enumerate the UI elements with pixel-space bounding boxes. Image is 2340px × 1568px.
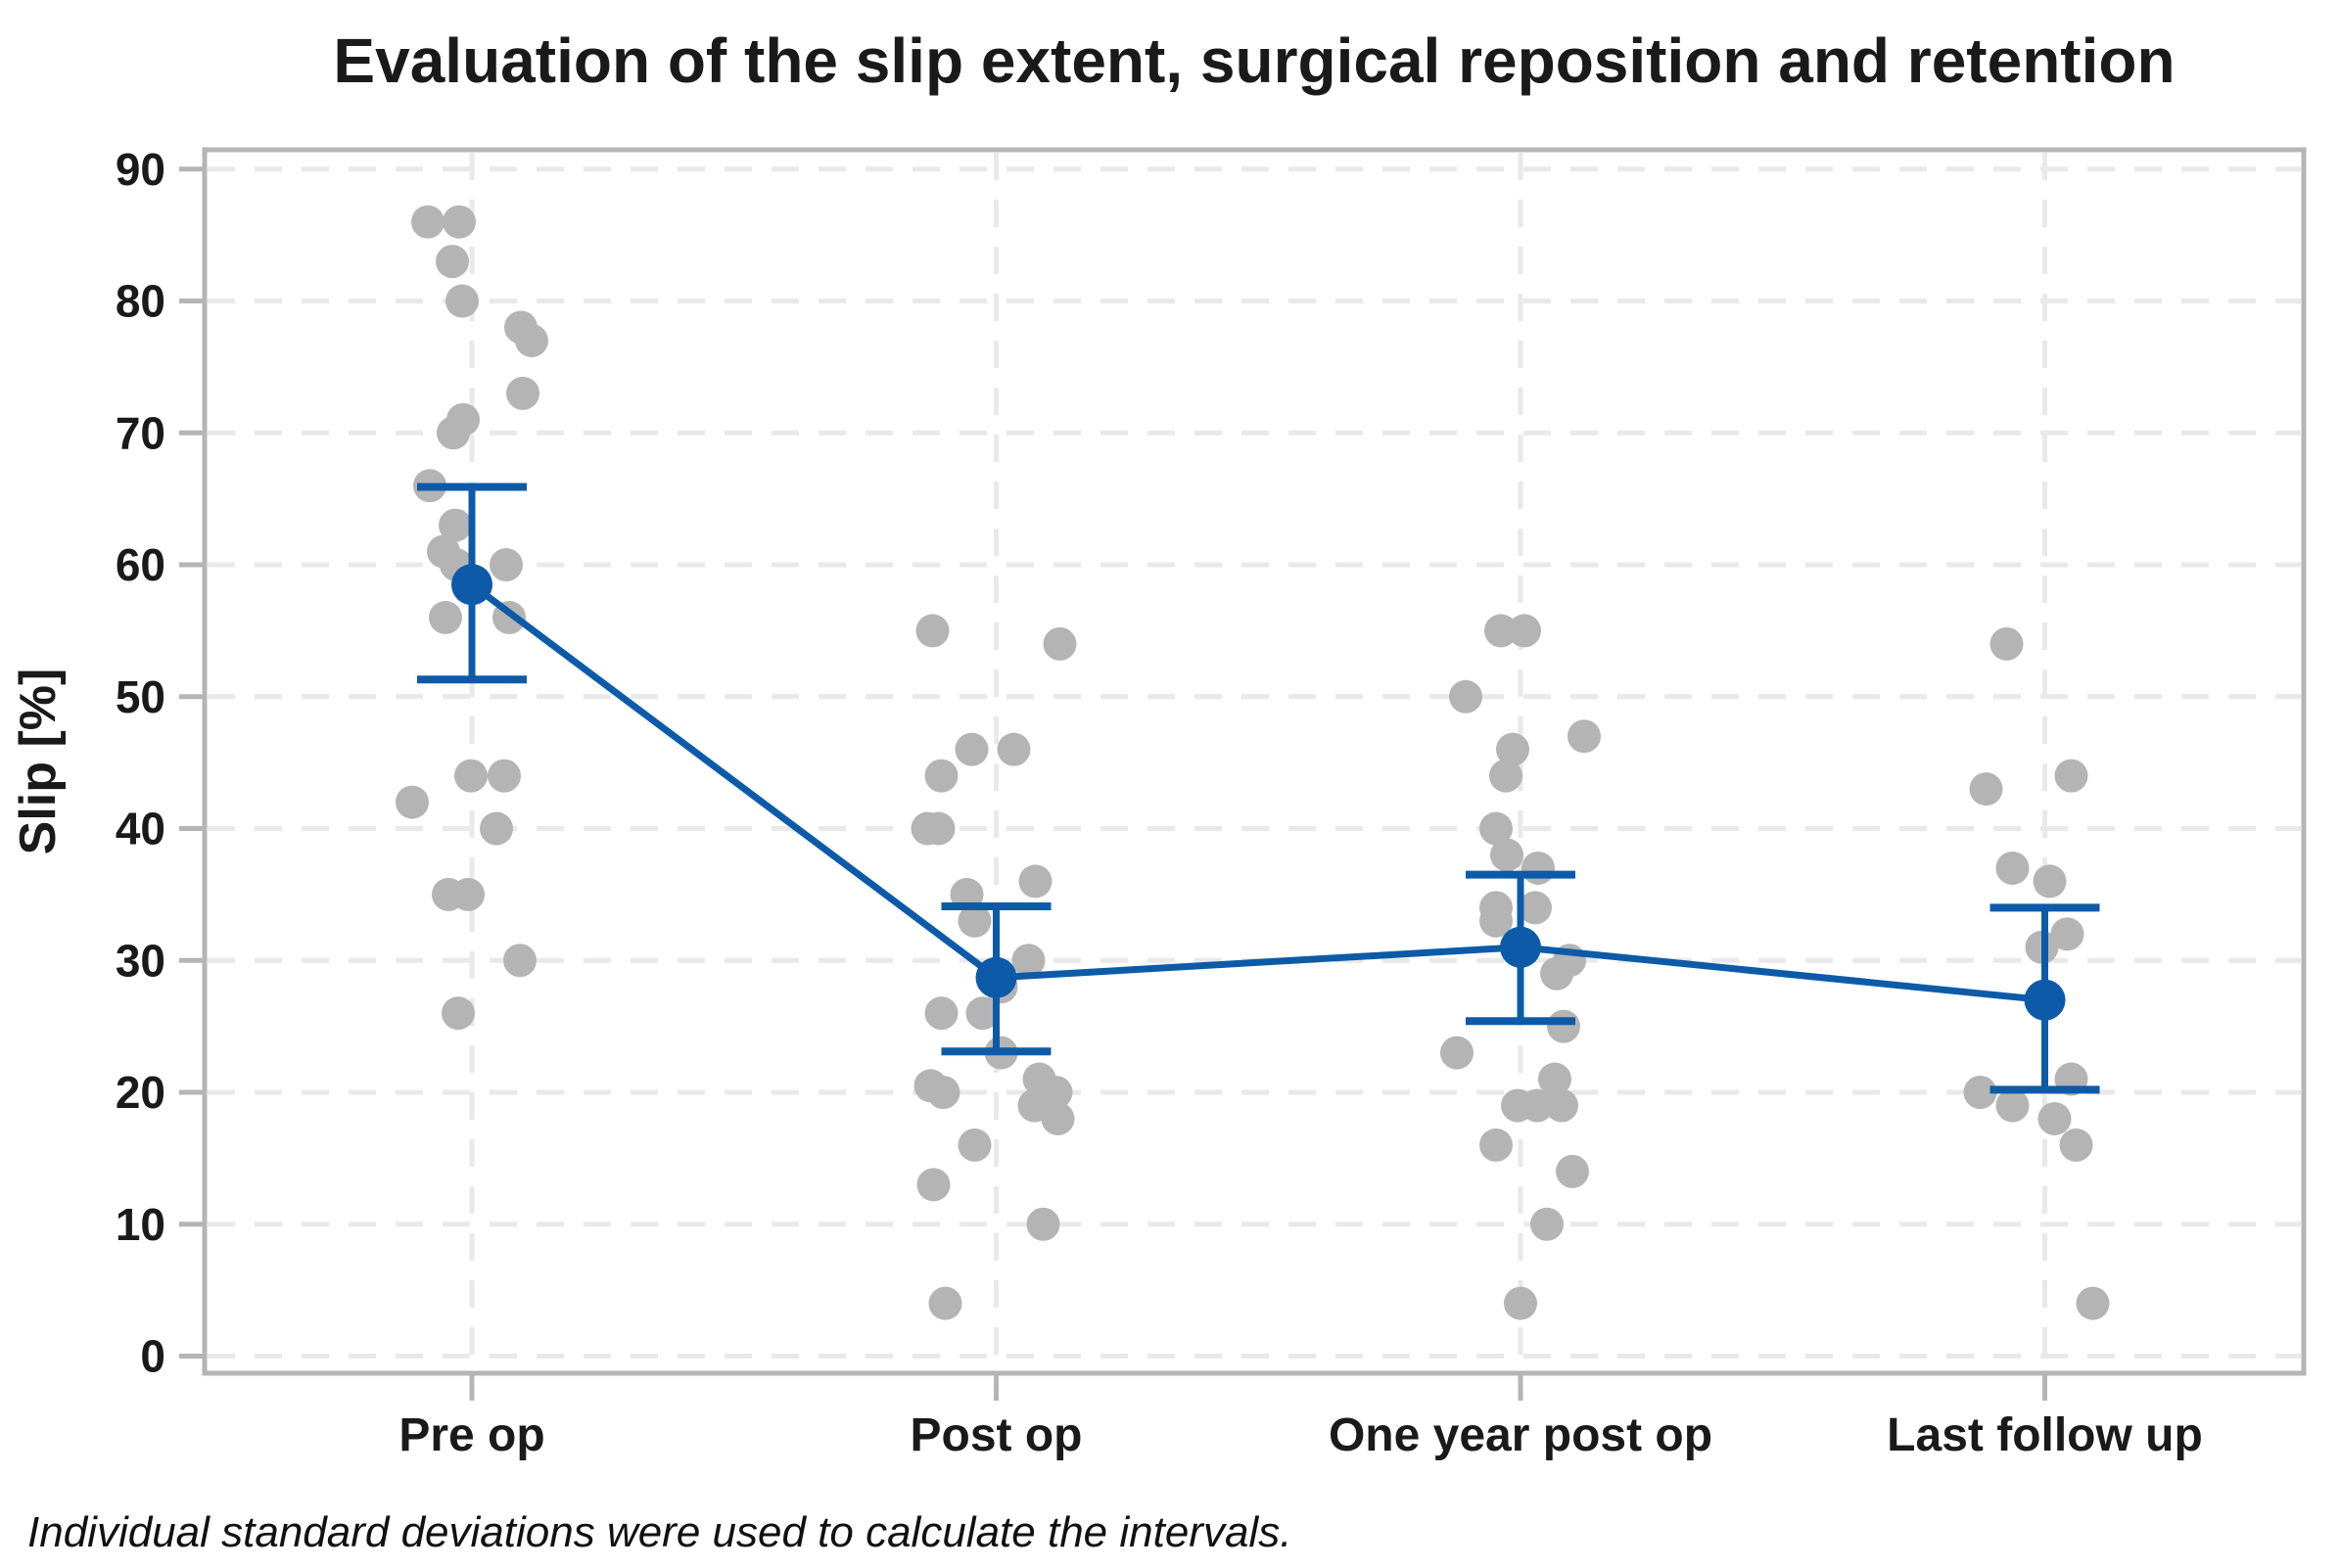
x-category-label: Pre op	[398, 1409, 544, 1461]
data-point	[1521, 851, 1555, 885]
data-point	[437, 416, 470, 450]
data-point	[1043, 626, 1077, 661]
data-point	[503, 944, 537, 978]
y-tick-label: 60	[116, 539, 165, 590]
data-point	[1568, 719, 1601, 754]
data-point	[490, 548, 523, 582]
mean-point	[975, 956, 1017, 998]
data-point	[1479, 1128, 1513, 1162]
data-point	[955, 732, 989, 766]
data-point	[1521, 1088, 1554, 1123]
data-point	[1519, 891, 1552, 925]
data-point	[1969, 772, 2003, 807]
data-point	[1489, 759, 1522, 793]
footnote: Individual standard deviations were used…	[27, 1508, 1291, 1556]
mean-point	[2024, 979, 2066, 1021]
data-point	[411, 205, 445, 239]
data-point	[454, 759, 488, 793]
data-point	[1449, 679, 1482, 714]
data-point	[2050, 917, 2084, 951]
data-point	[480, 811, 513, 846]
data-point	[445, 284, 479, 318]
data-point	[1995, 1088, 2030, 1123]
data-point	[429, 600, 462, 634]
data-point	[915, 614, 950, 648]
y-tick-label: 30	[116, 935, 165, 986]
x-category-label: Last follow up	[1887, 1409, 2203, 1461]
data-point	[1479, 811, 1513, 846]
data-point	[451, 877, 485, 911]
mean-point	[1500, 926, 1541, 968]
y-tick-label: 10	[116, 1199, 165, 1250]
data-point	[997, 732, 1031, 766]
data-point	[1538, 1062, 1571, 1096]
data-point	[1484, 614, 1518, 648]
data-point	[2059, 1128, 2093, 1162]
data-point	[1490, 838, 1523, 872]
y-axis-title: Slip [%]	[10, 669, 67, 855]
x-category-label: One year post op	[1329, 1409, 1712, 1461]
data-point	[965, 996, 1000, 1031]
data-point	[1530, 1207, 1564, 1241]
mean-point	[451, 564, 492, 606]
data-point	[439, 508, 472, 542]
data-point	[916, 1168, 951, 1202]
data-point	[1440, 1036, 1474, 1070]
y-tick-label: 20	[116, 1067, 165, 1118]
data-point	[1011, 944, 1046, 978]
data-point	[443, 205, 476, 239]
data-point	[1556, 1154, 1589, 1188]
y-tick-label: 50	[116, 671, 165, 722]
data-point	[926, 1076, 960, 1110]
data-point	[2037, 1101, 2072, 1135]
y-tick-label: 80	[116, 276, 165, 327]
data-point	[1041, 1101, 1075, 1135]
data-point	[928, 1286, 962, 1320]
mean-line	[469, 581, 2045, 1004]
data-point	[1995, 851, 2030, 885]
data-point	[921, 811, 956, 846]
data-point	[1018, 864, 1053, 899]
data-point	[924, 759, 959, 793]
data-point	[1540, 956, 1573, 991]
chart-title: Evaluation of the slip extent, surgical …	[333, 25, 2175, 96]
data-point	[1963, 1076, 1997, 1110]
data-point	[1479, 903, 1513, 938]
plot-frame	[202, 147, 2307, 1376]
data-point	[436, 245, 469, 279]
data-point	[2054, 759, 2088, 793]
y-tick-label: 40	[116, 804, 165, 854]
data-point	[2076, 1286, 2110, 1320]
data-point	[515, 323, 548, 357]
data-point	[1989, 626, 2024, 661]
data-point	[442, 996, 475, 1031]
data-point	[1026, 1207, 1060, 1241]
x-category-label: Post op	[911, 1409, 1083, 1461]
data-point	[1547, 1009, 1580, 1043]
data-point	[2033, 864, 2067, 899]
data-point	[958, 1128, 992, 1162]
data-point	[396, 785, 429, 819]
plot-area: 0 10 20 30 40 50 60 70 80 90 Pre op Post op One year…	[116, 144, 2307, 1461]
data-point	[1508, 614, 1541, 648]
data-point	[924, 996, 959, 1031]
data-point	[958, 903, 992, 938]
data-point	[1504, 1286, 1537, 1320]
y-tick-label: 90	[116, 144, 165, 195]
data-point	[488, 759, 521, 793]
data-point	[1545, 1088, 1578, 1123]
data-point	[1496, 732, 1529, 766]
y-tick-label: 0	[140, 1331, 165, 1382]
data-point	[506, 376, 539, 410]
y-tick-label: 70	[116, 407, 165, 458]
